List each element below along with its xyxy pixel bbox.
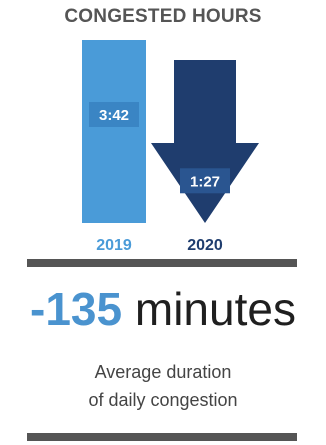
category-label-2019: 2019 [96,237,132,254]
bottom-divider [27,433,297,441]
mark-2020-arrow [151,60,259,223]
congestion-chart: 3:42 2019 1:27 2020 [82,40,259,254]
mark-2020-value-label: 1:27 [190,173,220,190]
category-label-2020: 2020 [187,237,223,254]
mark-2019-bar [82,40,146,223]
change-headline: -135 minutes [0,280,326,338]
chart-title: CONGESTED HOURS [64,6,262,27]
mark-2019-value-box [89,102,139,127]
mark-2019-value-label: 3:42 [99,107,129,124]
change-value: -135 [30,283,123,335]
caption: Average duration of daily congestion [0,358,326,414]
caption-line-1: Average duration [94,362,232,382]
top-divider [27,259,297,267]
mark-2020-value-box [180,168,230,194]
change-unit: minutes [134,283,296,335]
caption-line-2: of daily congestion [88,390,238,410]
